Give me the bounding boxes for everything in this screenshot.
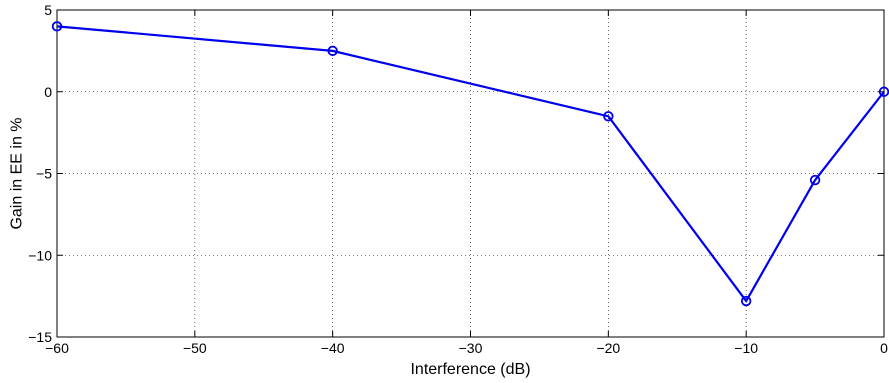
y-tick-label: −10 [28, 247, 52, 263]
x-axis-label: Interference (dB) [410, 361, 530, 378]
data-point [809, 174, 821, 186]
data-point [740, 295, 752, 307]
data-point [51, 21, 63, 32]
grid [57, 10, 884, 337]
y-tick-label: −15 [28, 329, 52, 345]
x-tick-label: −20 [596, 340, 620, 356]
data-point [327, 45, 338, 57]
y-tick-label: 0 [44, 84, 52, 100]
x-tick-label: −60 [45, 340, 69, 356]
data-point [878, 86, 889, 97]
y-tick-label: 5 [44, 2, 52, 18]
data-point [603, 111, 614, 122]
y-axis-label: Gain in EE in % [9, 117, 26, 229]
x-tick-label: −40 [321, 340, 345, 356]
x-tick-label: 0 [880, 340, 888, 356]
series-line [56, 25, 885, 303]
series [51, 21, 889, 307]
x-tick-label: −50 [183, 340, 207, 356]
ticks: −60 −50 −40 −30 −20 −10 0−15−10−505 [28, 2, 888, 356]
y-tick-label: −5 [36, 166, 52, 182]
x-tick-label: −10 [734, 340, 758, 356]
x-tick-label: −30 [459, 340, 483, 356]
